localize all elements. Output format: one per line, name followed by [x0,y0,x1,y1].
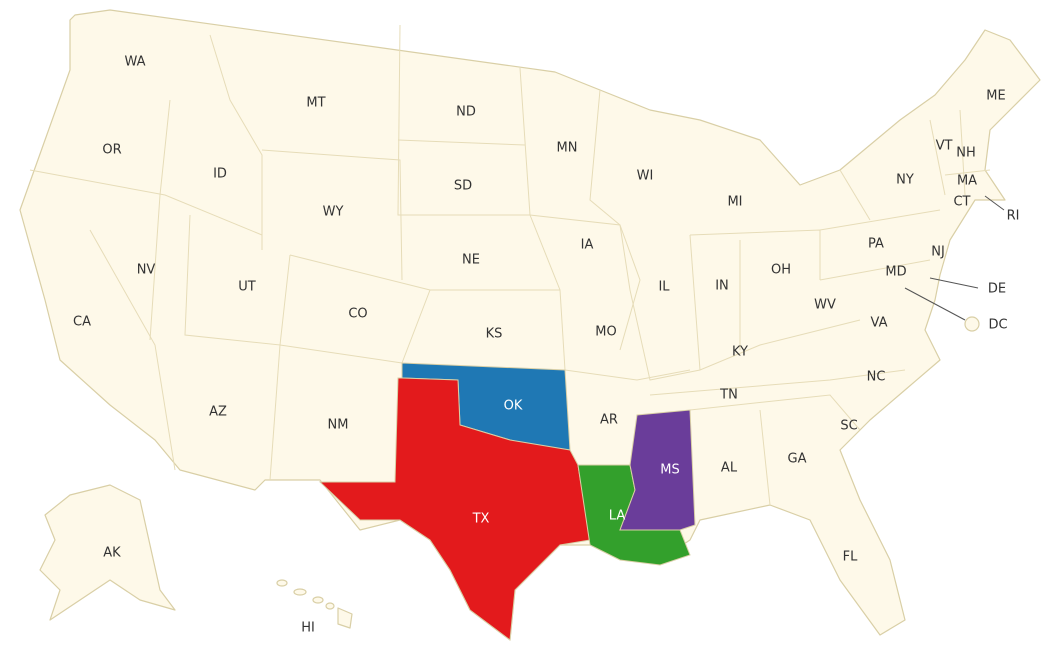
state-label-NC: NC [867,370,886,385]
state-label-KY: KY [732,345,748,360]
contiguous-us[interactable] [19,9,1041,641]
state-label-MO: MO [595,325,616,340]
state-labels: WA OR CA ID NV MT WY UT AZ CO NM ND SD NE KS OK TX MN IA MO… [73,55,1019,636]
state-label-CA: CA [73,315,91,330]
state-label-DC: DC [988,318,1007,333]
state-label-ND: ND [456,105,476,120]
state-AK[interactable] [39,484,176,621]
state-label-OH: OH [771,263,791,278]
state-label-GA: GA [788,452,807,467]
state-label-DE: DE [988,282,1006,297]
state-label-MI: MI [727,195,742,210]
ri-leader-line [984,195,1005,211]
state-MS[interactable] [619,409,696,531]
state-label-NY: NY [896,173,914,188]
state-label-ID: ID [213,167,227,182]
state-label-MD: MD [885,265,906,280]
state-label-RI: RI [1007,209,1020,224]
state-label-WV: WV [814,298,836,313]
state-label-KS: KS [486,327,503,342]
state-label-AL: AL [721,461,738,476]
state-label-TX: TX [472,512,490,527]
state-label-IL: IL [658,280,670,295]
state-label-PA: PA [868,237,884,252]
state-label-MS: MS [660,463,679,478]
state-label-MN: MN [557,141,578,156]
state-label-UT: UT [238,280,256,295]
state-label-SD: SD [454,179,472,194]
state-borders [29,24,991,506]
state-DC[interactable] [964,316,980,332]
state-label-MA: MA [957,174,977,189]
state-label-OK: OK [504,399,523,414]
state-label-AZ: AZ [209,405,227,420]
state-label-WI: WI [637,169,654,184]
state-label-IN: IN [715,279,729,294]
de-leader-line [929,277,979,289]
state-label-VA: VA [871,316,888,331]
state-HI[interactable] [276,579,353,629]
state-label-AR: AR [600,413,618,428]
state-label-OR: OR [102,143,121,158]
state-label-IA: IA [581,238,594,253]
state-label-CT: CT [953,195,970,210]
dc-leader-line [904,287,966,321]
state-label-NJ: NJ [931,245,945,260]
state-label-VT: VT [936,139,953,154]
state-label-SC: SC [840,419,857,434]
state-label-WA: WA [124,55,145,70]
state-label-LA: LA [609,509,626,524]
state-label-NE: NE [462,253,480,268]
state-label-CO: CO [348,307,367,322]
state-TX[interactable] [318,377,591,641]
state-label-NH: NH [956,146,976,161]
state-shapes [19,9,1041,641]
state-label-FL: FL [843,550,858,565]
state-label-HI: HI [301,621,315,636]
state-label-ME: ME [986,89,1005,104]
state-label-WY: WY [323,205,344,220]
state-label-MT: MT [306,96,325,111]
state-label-AK: AK [103,546,121,561]
state-label-NV: NV [137,263,156,278]
state-label-NM: NM [328,418,349,433]
state-label-TN: TN [719,388,738,403]
